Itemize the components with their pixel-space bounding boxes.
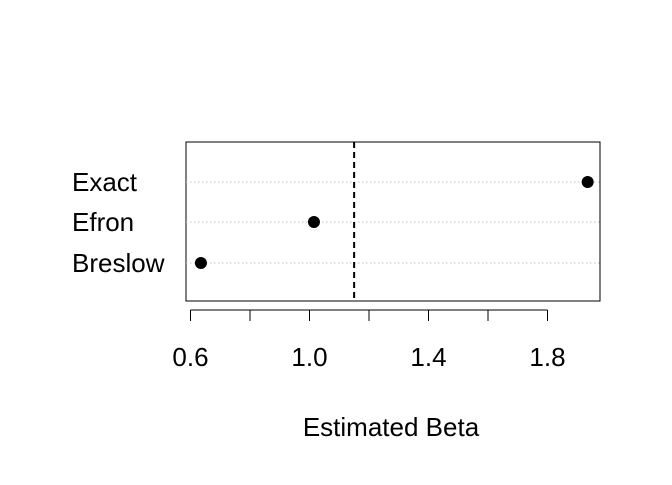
category-label-exact: Exact (72, 167, 138, 197)
category-label-efron: Efron (72, 207, 134, 237)
x-axis: 0.6 1.0 1.4 1.8 (172, 309, 566, 372)
points-layer (194, 176, 594, 269)
plot-frame (185, 141, 601, 302)
point-efron (307, 216, 320, 228)
grid-layer (186, 181, 600, 264)
point-exact (581, 176, 594, 188)
x-tick-label: 0.6 (172, 342, 208, 372)
x-tick-label: 1.8 (529, 342, 565, 372)
point-breslow (194, 257, 207, 269)
category-labels-layer: Breslow Efron Exact (72, 167, 165, 278)
category-label-breslow: Breslow (72, 248, 165, 278)
x-tick-label: 1.0 (291, 342, 327, 372)
x-tick-label: 1.4 (410, 342, 446, 372)
x-axis-label: Estimated Beta (303, 412, 480, 442)
